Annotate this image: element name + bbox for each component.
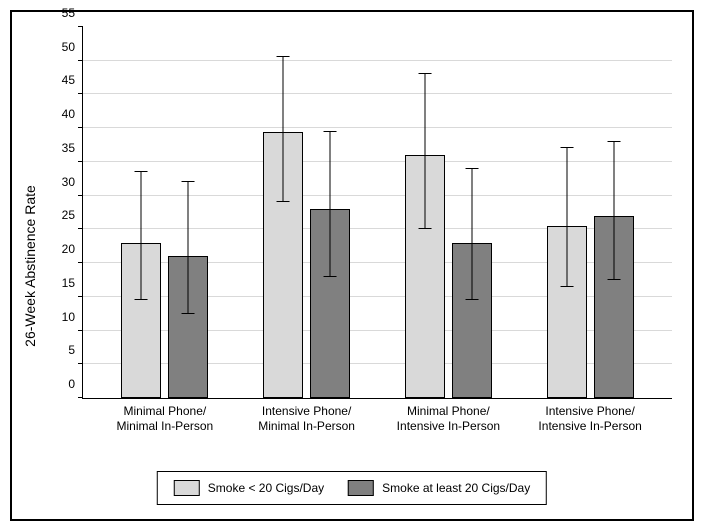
error-bar-cap	[182, 181, 195, 182]
y-tick-label: 15	[62, 276, 75, 290]
y-tick-label: 0	[68, 377, 75, 391]
y-tick-mark	[78, 127, 83, 128]
error-bar-cap	[324, 276, 337, 277]
y-tick-mark	[78, 397, 83, 398]
y-tick-mark	[78, 161, 83, 162]
y-tick-label: 45	[62, 73, 75, 87]
y-tick-label: 35	[62, 141, 75, 155]
y-tick-label: 20	[62, 242, 75, 256]
y-tick-label: 50	[62, 40, 75, 54]
y-tick-label: 5	[68, 343, 75, 357]
grid-line	[83, 60, 672, 61]
error-bar-cap	[135, 299, 148, 300]
grid-line	[83, 195, 672, 196]
legend-swatch	[174, 480, 200, 496]
x-group-label: Minimal Phone/Minimal In-Person	[117, 404, 214, 434]
y-tick-mark	[78, 296, 83, 297]
error-bar-stem	[188, 182, 189, 314]
legend: Smoke < 20 Cigs/Day Smoke at least 20 Cig…	[157, 471, 547, 505]
y-tick-label: 10	[62, 310, 75, 324]
y-tick-label: 40	[62, 107, 75, 121]
error-bar-stem	[613, 142, 614, 280]
error-bar-cap	[560, 286, 573, 287]
x-group-label-line1: Minimal Phone/	[117, 404, 214, 419]
error-bar-stem	[141, 172, 142, 300]
error-bar-cap	[135, 171, 148, 172]
error-bar-cap	[418, 73, 431, 74]
legend-label: Smoke < 20 Cigs/Day	[208, 481, 324, 495]
x-group-label: Intensive Phone/Minimal In-Person	[258, 404, 355, 434]
y-tick-mark	[78, 363, 83, 364]
y-tick-mark	[78, 262, 83, 263]
x-group-label-line2: Intensive In-Person	[397, 419, 500, 434]
legend-label: Smoke at least 20 Cigs/Day	[382, 481, 530, 495]
y-tick-mark	[78, 330, 83, 331]
legend-swatch	[348, 480, 374, 496]
x-group-label: Intensive Phone/Intensive In-Person	[538, 404, 641, 434]
plot-area: 0510152025303540455055Minimal Phone/Mini…	[82, 27, 672, 399]
legend-item: Smoke at least 20 Cigs/Day	[348, 480, 530, 496]
error-bar-cap	[465, 299, 478, 300]
y-tick-mark	[78, 60, 83, 61]
chart-frame: 26-Week Abstinence Rate 0510152025303540…	[0, 0, 704, 531]
error-bar-cap	[324, 131, 337, 132]
x-group-label-line2: Intensive In-Person	[538, 419, 641, 434]
error-bar-cap	[418, 228, 431, 229]
error-bar-cap	[560, 147, 573, 148]
y-tick-mark	[78, 93, 83, 94]
x-group-label-line1: Intensive Phone/	[258, 404, 355, 419]
y-tick-mark	[78, 26, 83, 27]
error-bar-cap	[277, 201, 290, 202]
error-bar-stem	[424, 74, 425, 229]
error-bar-cap	[182, 313, 195, 314]
error-bar-cap	[465, 168, 478, 169]
grid-line	[83, 127, 672, 128]
grid-line	[83, 161, 672, 162]
y-tick-label: 30	[62, 175, 75, 189]
y-tick-mark	[78, 195, 83, 196]
x-group-label-line2: Minimal In-Person	[117, 419, 214, 434]
error-bar-stem	[566, 148, 567, 286]
error-bar-stem	[330, 132, 331, 277]
error-bar-cap	[607, 141, 620, 142]
x-group-label-line1: Minimal Phone/	[397, 404, 500, 419]
x-group-label: Minimal Phone/Intensive In-Person	[397, 404, 500, 434]
y-tick-label: 25	[62, 208, 75, 222]
legend-item: Smoke < 20 Cigs/Day	[174, 480, 324, 496]
error-bar-stem	[471, 169, 472, 301]
y-tick-label: 55	[62, 6, 75, 20]
x-group-label-line1: Intensive Phone/	[538, 404, 641, 419]
error-bar-cap	[607, 279, 620, 280]
grid-line	[83, 93, 672, 94]
y-tick-mark	[78, 228, 83, 229]
chart-border: 26-Week Abstinence Rate 0510152025303540…	[10, 10, 694, 521]
error-bar-cap	[277, 56, 290, 57]
error-bar-stem	[283, 57, 284, 202]
y-axis-label: 26-Week Abstinence Rate	[22, 185, 38, 347]
x-group-label-line2: Minimal In-Person	[258, 419, 355, 434]
